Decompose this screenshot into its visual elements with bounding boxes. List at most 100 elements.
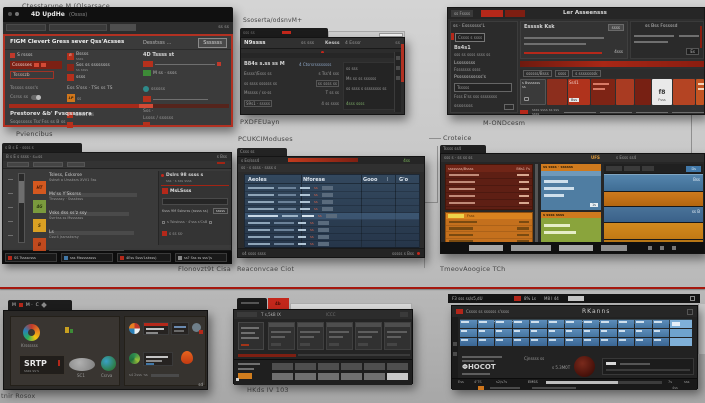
gray-button[interactable]	[511, 244, 551, 251]
tab-red[interactable]: 4b	[268, 298, 289, 309]
scrollbar[interactable]	[535, 164, 538, 252]
gray-button[interactable]	[601, 244, 627, 251]
text-input[interactable]	[162, 198, 228, 205]
menu-item[interactable]: 4 Esssr	[345, 41, 362, 46]
grid-card[interactable]	[297, 322, 324, 350]
window-control-icon[interactable]	[8, 12, 12, 16]
alert-card[interactable]	[635, 79, 651, 105]
table-row[interactable]	[446, 232, 532, 239]
checkbox[interactable]	[209, 220, 213, 224]
progress-track[interactable]	[546, 381, 662, 384]
green-swirl-icon[interactable]	[129, 353, 140, 364]
taskbar-thumbnail[interactable]: 4Ess Ssss'Lsksss)	[117, 253, 171, 262]
band-orange[interactable]	[604, 192, 703, 206]
schedule-cell[interactable]	[460, 338, 477, 346]
list-row[interactable]: LP ss	[67, 94, 81, 102]
list-row-selected[interactable]: Cssssses	[10, 61, 62, 69]
table-row[interactable]: ss	[245, 234, 419, 241]
rail-icon[interactable]	[453, 352, 457, 356]
schedule-cell[interactable]	[652, 338, 669, 346]
list-row[interactable]: Sss ss ssssssss ss ssss	[67, 63, 110, 72]
mini-card[interactable]	[171, 322, 189, 335]
text-input[interactable]: Tsssss	[454, 83, 512, 92]
schedule-cell[interactable]	[582, 338, 599, 346]
rail-icon[interactable]	[453, 342, 457, 346]
external-link-icon[interactable]	[687, 309, 693, 315]
alert-row[interactable]: MsLSsss	[162, 188, 191, 194]
toolbar-button[interactable]	[606, 166, 622, 171]
schedule-cell[interactable]	[530, 329, 547, 337]
alert-card[interactable]	[591, 79, 615, 105]
table-row[interactable]: ss	[245, 220, 419, 227]
column-header[interactable]: Nforese	[303, 177, 326, 183]
column-header[interactable]: Aeoles	[248, 177, 267, 183]
tab-middle-left[interactable]: s B s E · ssss s	[2, 143, 82, 152]
rail-button[interactable]	[396, 56, 400, 60]
toolbar-button[interactable]: ssss	[554, 70, 570, 77]
mini-card[interactable]	[143, 322, 169, 335]
form-button[interactable]: sssss	[212, 208, 228, 214]
row-label-boxed[interactable]: S9s1 · sssss	[244, 100, 272, 107]
red-button[interactable]	[481, 10, 503, 17]
table-row[interactable]	[446, 200, 532, 207]
schedule-cell-summary[interactable]	[670, 329, 692, 337]
list-row[interactable]: B Bssss ssss	[67, 52, 88, 61]
schedule-cell[interactable]	[547, 338, 564, 346]
schedule-cell[interactable]	[600, 338, 617, 346]
taskbar-thumbnail[interactable]: sss Msssssssss	[61, 253, 113, 262]
mini-card[interactable]	[143, 352, 173, 366]
schedule-cell[interactable]	[547, 320, 564, 328]
alert-card[interactable]	[696, 79, 704, 105]
search-input[interactable]	[379, 33, 403, 37]
toolbar-segment[interactable]	[110, 24, 136, 31]
tab-bottom-left[interactable]: M M · C	[8, 300, 72, 310]
alert-card[interactable]	[673, 79, 695, 105]
schedule-cell[interactable]	[617, 320, 634, 328]
table-row-highlighted[interactable]: ss	[245, 213, 419, 220]
schedule-cell[interactable]	[477, 338, 494, 346]
schedule-cell[interactable]	[530, 320, 547, 328]
taskbar-thumbnail[interactable]: ss? Sss ss sss'(s	[175, 253, 227, 262]
slider-track[interactable]	[18, 173, 25, 243]
table-row[interactable]	[446, 179, 532, 186]
window-control-icon[interactable]	[15, 12, 19, 16]
tray-icon[interactable]	[648, 245, 652, 250]
table-row[interactable]	[446, 226, 532, 232]
schedule-cell[interactable]	[512, 338, 529, 346]
menu-item[interactable]: ss sss	[301, 41, 315, 46]
tray-icon[interactable]	[660, 245, 664, 250]
alert-card[interactable]: s Bsssssss ss	[520, 79, 546, 105]
rail-button[interactable]	[396, 76, 400, 80]
table-row[interactable]: ss	[245, 227, 419, 234]
progress-marker[interactable]	[139, 104, 153, 108]
grid-card[interactable]	[355, 322, 382, 350]
toolbar-box[interactable]	[67, 162, 85, 167]
list-item[interactable]: S Vsks dss ss'z ssy Ssrrkss ss Msssssss	[33, 211, 134, 239]
grid-card[interactable]	[326, 322, 353, 350]
address-bar[interactable]	[49, 24, 107, 31]
checkbox[interactable]	[162, 220, 165, 224]
alert-card[interactable]: Ss41 Bss	[568, 79, 590, 105]
schedule-cell[interactable]	[460, 320, 477, 328]
column-header[interactable]: I	[387, 177, 389, 183]
schedule-cell[interactable]	[460, 329, 477, 337]
progress-track[interactable]	[606, 368, 690, 371]
subpanel-button[interactable]: ssss	[607, 24, 624, 31]
outlined-field[interactable]: Cssss s ssss	[455, 33, 486, 42]
light-box[interactable]	[568, 296, 584, 301]
secondary-button[interactable]: Sssssss	[198, 38, 227, 48]
srtp-card[interactable]: SRTP ssss ss·s	[19, 355, 65, 375]
toolbar-box[interactable]	[7, 162, 29, 167]
toolbar-button[interactable]	[624, 166, 640, 171]
table-row[interactable]	[446, 172, 532, 179]
rail-button[interactable]	[396, 66, 400, 70]
gray-cell[interactable]	[364, 363, 385, 370]
table-row[interactable]	[446, 193, 532, 200]
schedule-cell[interactable]	[635, 320, 652, 328]
blue-chip[interactable]: Ds	[686, 165, 701, 172]
table-row[interactable]: ss	[245, 241, 419, 248]
grid-card[interactable]	[268, 322, 295, 350]
schedule-cell[interactable]	[635, 329, 652, 337]
schedule-cell[interactable]	[512, 320, 529, 328]
list-item[interactable]: HT Tsless, Esksrse Ssksrt a Urssksrs XVV1 …	[33, 173, 137, 201]
